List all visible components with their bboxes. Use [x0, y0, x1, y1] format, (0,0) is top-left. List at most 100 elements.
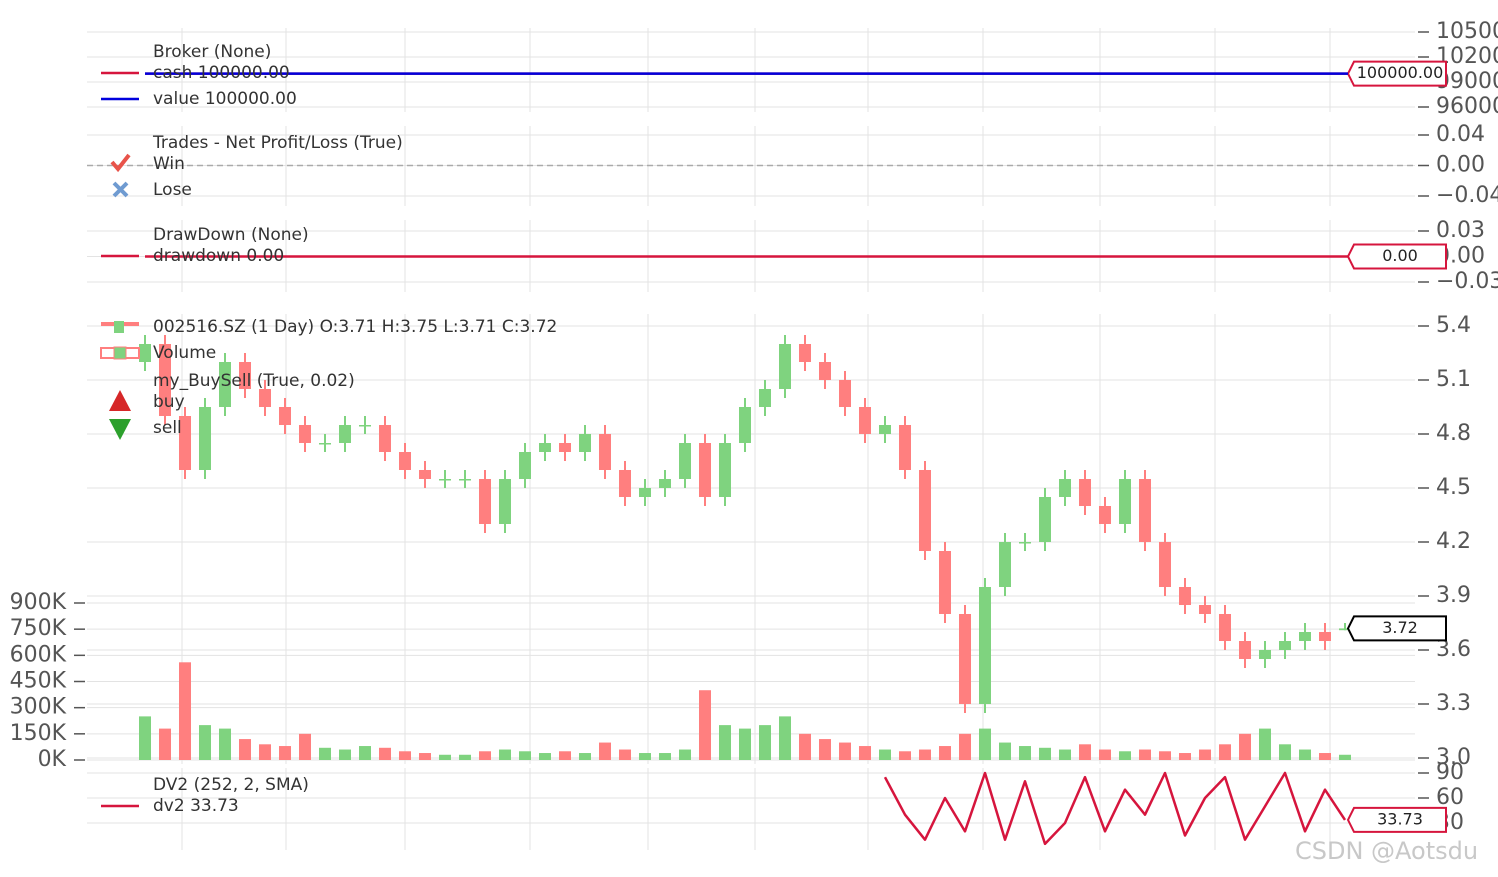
last-value-label: 3.72 — [1382, 618, 1418, 637]
candle-body — [639, 488, 651, 497]
legend-text: Lose — [153, 180, 192, 200]
candle-body — [1219, 614, 1231, 641]
volume-bar — [1119, 751, 1131, 760]
volume-bar — [199, 725, 211, 760]
candle-body — [1099, 506, 1111, 524]
volume-bar — [759, 725, 771, 760]
last-value-label: 100000.00 — [1357, 63, 1444, 82]
candle-body — [819, 362, 831, 380]
volume-bar — [1339, 754, 1351, 760]
y-tick-label: 5.4 — [1436, 313, 1471, 338]
y-tick-label: 4.5 — [1436, 475, 1471, 500]
legend-text: my_BuySell (True, 0.02) — [153, 371, 355, 391]
volume-bar — [1179, 753, 1191, 760]
candle-body — [159, 344, 171, 416]
candle-body — [419, 470, 431, 479]
candle-body — [1039, 497, 1051, 542]
last-value-box — [1346, 243, 1447, 270]
candle-body — [1019, 542, 1031, 544]
y-tick-label: 900K — [10, 590, 67, 615]
candle-body — [859, 407, 871, 434]
y-tick-label: 300K — [10, 695, 67, 720]
volume-bar — [1199, 749, 1211, 760]
volume-bar — [599, 742, 611, 760]
y-tick-label: 96000 — [1436, 94, 1498, 119]
candle-body — [619, 470, 631, 497]
legend-icon — [112, 181, 129, 198]
volume-bar — [1319, 753, 1331, 760]
y-tick-label: 5.1 — [1436, 367, 1471, 392]
candle-body — [759, 389, 771, 407]
legend-text: Trades - Net Profit/Loss (True) — [152, 133, 403, 153]
candle-body — [879, 425, 891, 434]
volume-bar — [819, 739, 831, 760]
candle-body — [379, 425, 391, 452]
y-tick-label: 750K — [10, 616, 67, 641]
y-tick-label: 0.03 — [1436, 218, 1485, 243]
candle-body — [519, 452, 531, 479]
candle-body — [999, 542, 1011, 587]
legend-text: cash 100000.00 — [153, 63, 290, 83]
y-tick-label: 3.3 — [1436, 691, 1471, 716]
candle-body — [579, 434, 591, 452]
volume-bar — [979, 728, 991, 760]
y-tick-label: 4.8 — [1436, 421, 1471, 446]
volume-bar — [379, 747, 391, 760]
candle-body — [499, 479, 511, 524]
candle-body — [399, 452, 411, 470]
volume-bar — [619, 749, 631, 760]
candle-body — [459, 479, 471, 481]
candle-body — [1179, 587, 1191, 605]
candle-body — [739, 407, 751, 443]
volume-bar — [279, 746, 291, 760]
volume-bar — [359, 746, 371, 760]
y-tick-label: 3.9 — [1436, 583, 1471, 608]
volume-bar — [579, 753, 591, 760]
legend-text: DrawDown (None) — [153, 225, 309, 245]
y-tick-label: 90 — [1436, 760, 1464, 785]
candle-body — [959, 614, 971, 704]
legend-text: Win — [153, 154, 185, 174]
volume-bar — [479, 751, 491, 760]
candle-body — [919, 470, 931, 551]
volume-bar — [1259, 728, 1271, 760]
volume-bar — [1139, 749, 1151, 760]
volume-bar — [939, 746, 951, 760]
volume-bar — [779, 716, 791, 760]
legend-icon — [113, 346, 127, 360]
candle-body — [339, 425, 351, 443]
candle-body — [1259, 650, 1271, 659]
legend-text: drawdown 0.00 — [153, 246, 284, 266]
legend-text: 002516.SZ (1 Day) O:3.71 H:3.75 L:3.71 C… — [153, 317, 557, 337]
candle-body — [939, 551, 951, 614]
legend-text: Broker (None) — [153, 42, 271, 62]
volume-bar — [739, 728, 751, 760]
volume-bar — [879, 749, 891, 760]
candle-body — [979, 587, 991, 704]
legend-text: value 100000.00 — [153, 89, 297, 109]
candle-body — [539, 443, 551, 452]
candle-body — [799, 344, 811, 362]
last-value-box — [1346, 60, 1447, 87]
y-tick-label: 105000 — [1436, 19, 1498, 44]
candle-body — [839, 380, 851, 407]
legend-icon — [109, 419, 131, 440]
candle-body — [479, 479, 491, 524]
candle-body — [279, 407, 291, 425]
y-tick-label: 0K — [38, 747, 67, 772]
volume-bar — [859, 746, 871, 760]
volume-bar — [1039, 747, 1051, 760]
candle-body — [259, 389, 271, 407]
candle-body — [1119, 479, 1131, 524]
volume-bar — [259, 744, 271, 760]
volume-bar — [499, 749, 511, 760]
volume-bar — [219, 728, 231, 760]
volume-bar — [1299, 749, 1311, 760]
watermark: CSDN @Aotsdu — [1295, 837, 1478, 865]
last-value-box — [1346, 615, 1447, 642]
volume-bar — [1239, 733, 1251, 760]
volume-bar — [319, 747, 331, 760]
candle-body — [1059, 479, 1071, 497]
y-tick-label: −0.03 — [1436, 269, 1498, 294]
volume-bar — [659, 753, 671, 760]
